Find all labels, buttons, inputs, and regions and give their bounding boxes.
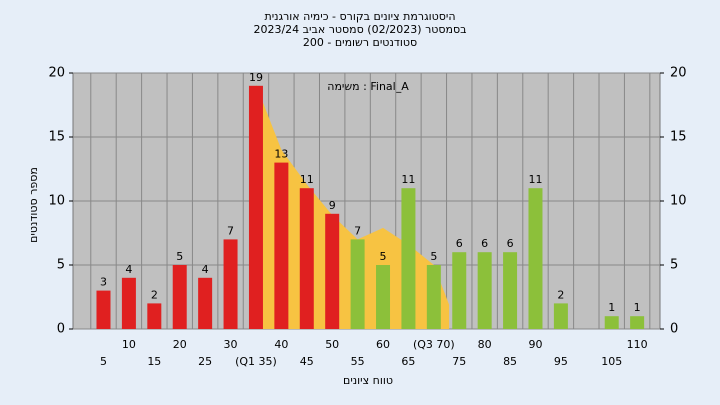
x-tick-label: 85	[503, 355, 517, 368]
data-label: 11	[401, 173, 415, 186]
data-label: 2	[151, 288, 158, 301]
y-tick-label: 5	[57, 258, 65, 273]
y2-tick-label: 0	[670, 322, 678, 337]
x-tick-label: 40	[274, 338, 288, 351]
y2-tick-label: 10	[670, 194, 687, 209]
bar	[198, 277, 213, 329]
data-label: 19	[249, 71, 263, 84]
data-label: 2	[557, 288, 564, 301]
y-tick-label: 0	[57, 322, 65, 337]
data-label: 9	[329, 199, 336, 212]
data-label: 7	[354, 224, 361, 237]
bar	[274, 162, 289, 329]
y2-tick-label: 5	[670, 258, 678, 273]
x-tick-label: 105	[601, 355, 622, 368]
data-label: 4	[202, 263, 209, 276]
x-tick-label: 5	[100, 355, 107, 368]
x-tick-label: 95	[554, 355, 568, 368]
data-label: 5	[176, 250, 183, 263]
bar	[376, 265, 391, 329]
bar	[223, 239, 238, 329]
data-label: 7	[227, 224, 234, 237]
data-label: 4	[125, 263, 132, 276]
bar	[604, 316, 619, 329]
data-label: 6	[456, 237, 463, 250]
x-tick-label: 25	[198, 355, 212, 368]
x-tick-label: 20	[173, 338, 187, 351]
x-tick-label: 45	[300, 355, 314, 368]
bar	[401, 188, 416, 329]
y-tick-label: 10	[48, 194, 65, 209]
x-tick-label: (Q1 35)	[235, 355, 277, 368]
bar	[426, 265, 441, 329]
data-label: 6	[507, 237, 514, 250]
bar	[528, 188, 543, 329]
data-label: 3	[100, 276, 107, 289]
x-tick-label: 55	[351, 355, 365, 368]
bar	[248, 85, 263, 329]
x-tick-label: (Q3 70)	[413, 338, 455, 351]
data-label: 6	[481, 237, 488, 250]
y2-tick-label: 15	[670, 130, 687, 145]
y-tick-label: 20	[48, 66, 65, 81]
x-tick-label: 30	[224, 338, 238, 351]
bar	[350, 239, 365, 329]
bar	[452, 252, 467, 329]
x-tick-label: 90	[528, 338, 542, 351]
chart-subtitle: בסמסטר (02/2023) סמסטר אביב 2023/24	[253, 23, 466, 36]
annotation: משימה : Final_A	[327, 80, 409, 93]
x-tick-label: 50	[325, 338, 339, 351]
x-tick-label: 60	[376, 338, 390, 351]
x-tick-label: 15	[147, 355, 161, 368]
bar	[477, 252, 492, 329]
y2-tick-label: 20	[670, 66, 687, 81]
y-axis-label: מספר סטודנטים	[27, 167, 40, 243]
x-tick-label: 10	[122, 338, 136, 351]
chart-subtitle: סטודנטים רשומים - 200	[303, 36, 417, 49]
bar	[553, 303, 568, 329]
x-tick-label: 110	[627, 338, 648, 351]
bar	[121, 277, 136, 329]
data-label: 5	[380, 250, 387, 263]
bar	[172, 265, 187, 329]
bar	[503, 252, 518, 329]
y-tick-label: 15	[48, 130, 65, 145]
bar	[96, 290, 111, 329]
bar	[325, 213, 340, 329]
data-label: 1	[634, 301, 641, 314]
bar	[630, 316, 645, 329]
data-label: 13	[274, 148, 288, 161]
data-label: 11	[528, 173, 542, 186]
x-tick-label: 75	[452, 355, 466, 368]
x-tick-label: 80	[478, 338, 492, 351]
data-label: 5	[430, 250, 437, 263]
data-label: 1	[608, 301, 615, 314]
chart-title: היסטוגרמת ציונים בקורס - כימיה אורגנית	[264, 10, 455, 23]
bar	[299, 188, 314, 329]
data-label: 11	[300, 173, 314, 186]
x-tick-label: 65	[401, 355, 415, 368]
bar	[147, 303, 162, 329]
x-axis-label: טווח ציונים	[343, 374, 393, 387]
